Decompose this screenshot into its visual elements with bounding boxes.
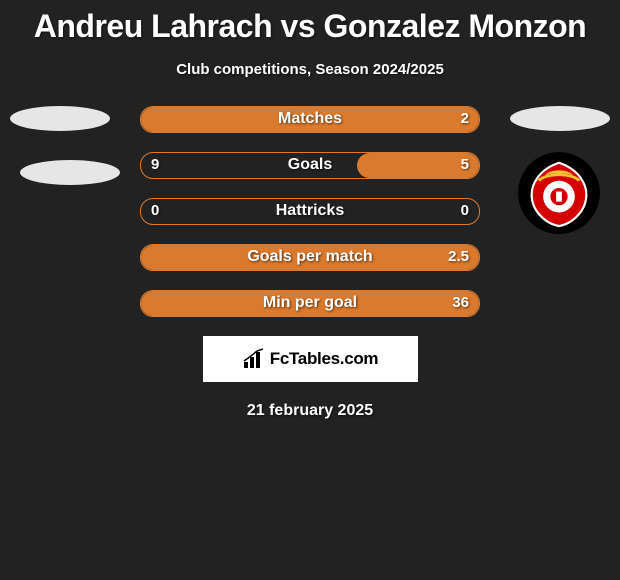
player-right-badge-1 [510,106,610,131]
stat-value-right: 36 [452,291,469,315]
stat-bar: 0Hattricks0 [140,198,480,225]
stat-bar: Min per goal36 [140,290,480,317]
benfica-crest-icon [523,157,595,229]
player-left-badge-2 [20,160,120,185]
stat-label: Goals [141,153,479,177]
stat-label: Hattricks [141,199,479,223]
stat-label: Goals per match [141,245,479,269]
stat-bar: Goals per match2.5 [140,244,480,271]
stat-label: Min per goal [141,291,479,315]
stat-value-right: 2 [461,107,469,131]
brand-logo: FcTables.com [203,336,418,382]
stat-bar: 9Goals5 [140,152,480,179]
club-crest-right [518,152,600,234]
player-left-badge-1 [10,106,110,131]
stat-value-right: 0 [461,199,469,223]
comparison-content: Matches2 9Goals5 0Hattricks0 Goals per matc… [0,106,620,317]
date-label: 21 february 2025 [0,402,620,420]
stat-value-right: 2.5 [448,245,469,269]
page-title: Andreu Lahrach vs Gonzalez Monzon [0,0,620,45]
stat-label: Matches [141,107,479,131]
stat-value-right: 5 [461,153,469,177]
subtitle: Club competitions, Season 2024/2025 [0,61,620,78]
fctables-chart-icon [242,348,266,370]
brand-name: FcTables.com [270,349,379,369]
stat-bar: Matches2 [140,106,480,133]
stat-bars: Matches2 9Goals5 0Hattricks0 Goals per matc… [140,106,480,317]
